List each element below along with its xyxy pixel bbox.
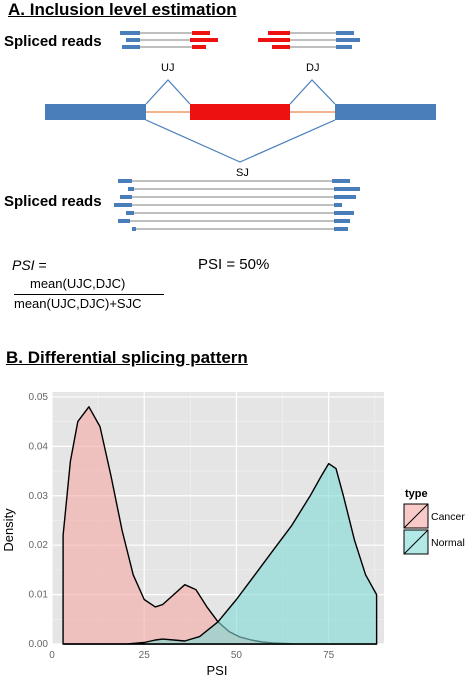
y-tick-label: 0.00 xyxy=(29,639,49,650)
splicing-diagram xyxy=(45,31,436,231)
uj-label: UJ xyxy=(161,62,175,74)
legend-title: type xyxy=(405,488,428,500)
x-tick-label: 75 xyxy=(323,650,335,661)
spliced-reads-top-label: Spliced reads xyxy=(4,33,102,50)
upstream-exon xyxy=(45,104,146,120)
alternative-exon xyxy=(190,104,290,120)
downstream-exon xyxy=(335,104,436,120)
density-chart: 0 25 50 750.000.010.020.030.040.05 Density … xyxy=(1,392,465,678)
gene-model xyxy=(45,79,436,163)
panel-b-title: B. Differential splicing pattern xyxy=(6,348,248,367)
y-tick-label: 0.05 xyxy=(29,392,49,403)
legend: type xyxy=(405,488,428,500)
sj-label: SJ xyxy=(236,167,249,179)
panel-a-title: A. Inclusion level estimation xyxy=(8,0,237,19)
x-tick-label: 50 xyxy=(231,650,243,661)
x-tick-label: 25 xyxy=(139,650,151,661)
spliced-reads-bottom-label: Spliced reads xyxy=(4,193,102,210)
y-tick-label: 0.01 xyxy=(29,590,49,601)
psi-numerator: mean(UJC,DJC) xyxy=(30,276,126,291)
x-tick-label: 0 xyxy=(49,650,55,661)
psi-equals: = xyxy=(38,257,47,273)
density-area-normal xyxy=(62,462,378,645)
dj-label: DJ xyxy=(306,62,320,74)
legend-key-slash-cancer xyxy=(403,503,429,529)
legend-label-cancer: Cancer xyxy=(431,511,465,523)
psi-italic: PSI xyxy=(12,257,35,273)
legend-key-slash-normal xyxy=(403,529,429,555)
fraction-bar xyxy=(14,294,164,295)
dj-reads xyxy=(258,31,360,49)
y-tick-label: 0.04 xyxy=(29,441,49,452)
y-tick-label: 0.02 xyxy=(29,540,49,551)
psi-formula-label: PSI = xyxy=(12,257,47,273)
psi-denominator: mean(UJC,DJC)+SJC xyxy=(14,296,142,311)
y-tick-label: 0.03 xyxy=(29,491,49,502)
uj-reads xyxy=(120,31,218,49)
psi-value: PSI = 50% xyxy=(198,256,270,273)
x-axis-title: PSI xyxy=(207,663,228,678)
legend-label-normal: Normal xyxy=(431,537,465,549)
y-axis-title: Density xyxy=(1,508,16,552)
sj-reads xyxy=(114,179,360,231)
